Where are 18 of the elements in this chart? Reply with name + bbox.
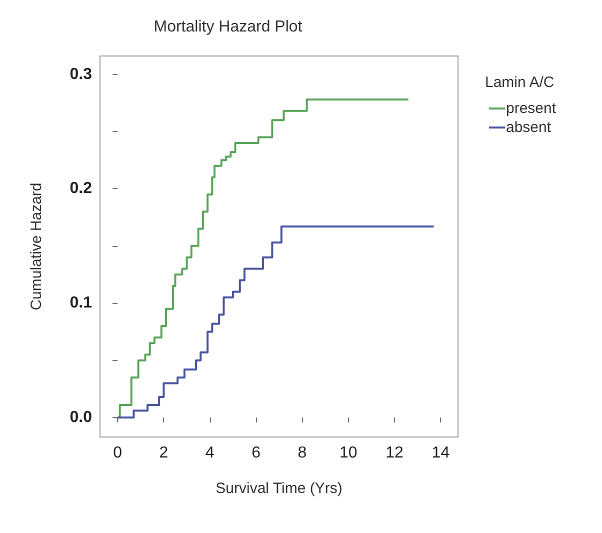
chart-title: Mortality Hazard Plot	[154, 18, 303, 36]
x-tick-label: 2	[159, 444, 168, 462]
y-tick-label: 0.2	[70, 180, 92, 198]
x-tick-label: 10	[339, 444, 358, 462]
y-axis-title: Cumulative Hazard	[28, 182, 45, 310]
legend-label: present	[506, 100, 557, 117]
x-tick-label: 0	[113, 444, 122, 462]
y-tick-label: 0.3	[70, 66, 92, 83]
x-tick-label: 6	[252, 444, 261, 462]
legend-label: absent	[506, 119, 552, 136]
x-tick-label: 14	[432, 444, 450, 462]
y-tick-label: 0.0	[70, 409, 92, 426]
x-tick-label: 8	[298, 444, 307, 462]
x-tick-label: 12	[386, 444, 404, 462]
x-tick-label: 4	[205, 444, 214, 462]
y-tick-label: 0.1	[70, 294, 92, 312]
legend-title: Lamin A/C	[485, 74, 554, 91]
x-axis-title: Survival Time (Yrs)	[216, 480, 342, 497]
